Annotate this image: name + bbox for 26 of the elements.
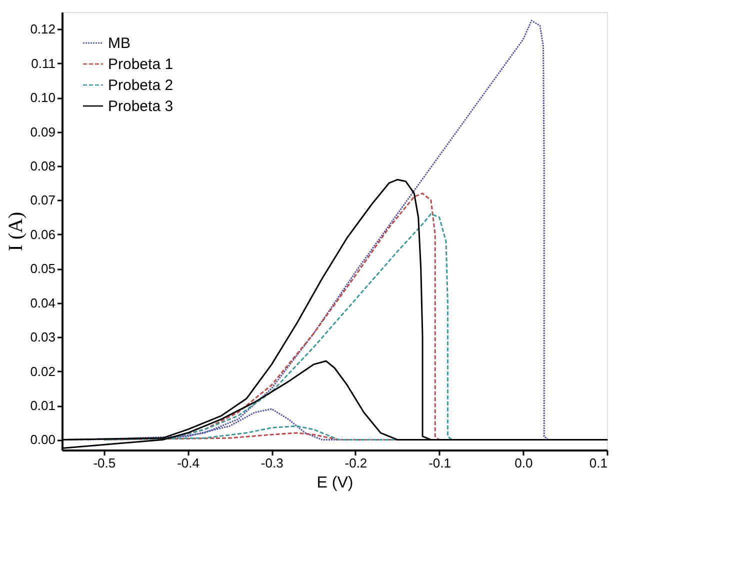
y-tick-label: 0.09 xyxy=(30,124,56,140)
x-axis-title: E (V) xyxy=(316,474,354,492)
x-tick-label: 0.0 xyxy=(514,456,533,470)
y-tick-label: 0.01 xyxy=(30,398,56,414)
y-tick-label: 0.00 xyxy=(30,432,56,448)
y-tick-label: 0.02 xyxy=(30,364,56,379)
y-tick-label: 0.06 xyxy=(30,226,56,242)
legend-label: MB xyxy=(108,35,130,52)
y-axis-title: I (A) xyxy=(5,212,28,252)
y-tick-label: 0.12 xyxy=(30,22,56,37)
x-tick-label: -0.2 xyxy=(344,456,368,470)
legend-label: Probeta 2 xyxy=(108,77,174,94)
y-tick-label: 0.11 xyxy=(31,56,56,71)
y-tick-label: 0.08 xyxy=(30,158,56,174)
x-tick-label: 0.1 xyxy=(589,456,608,470)
x-tick-label: -0.3 xyxy=(260,456,284,470)
x-tick-label: -0.5 xyxy=(93,456,116,470)
x-tick-label: -0.4 xyxy=(177,456,200,470)
y-tick-label: 0.03 xyxy=(30,330,56,345)
y-tick-label: 0.07 xyxy=(30,192,56,208)
legend-label: Probeta 3 xyxy=(108,98,174,115)
y-tick-label: 0.05 xyxy=(30,261,56,276)
legend-label: Probeta 1 xyxy=(108,56,174,73)
y-tick-label: 0.04 xyxy=(30,295,56,310)
y-tick-label: 0.10 xyxy=(30,90,56,106)
x-tick-label: -0.1 xyxy=(428,456,452,470)
